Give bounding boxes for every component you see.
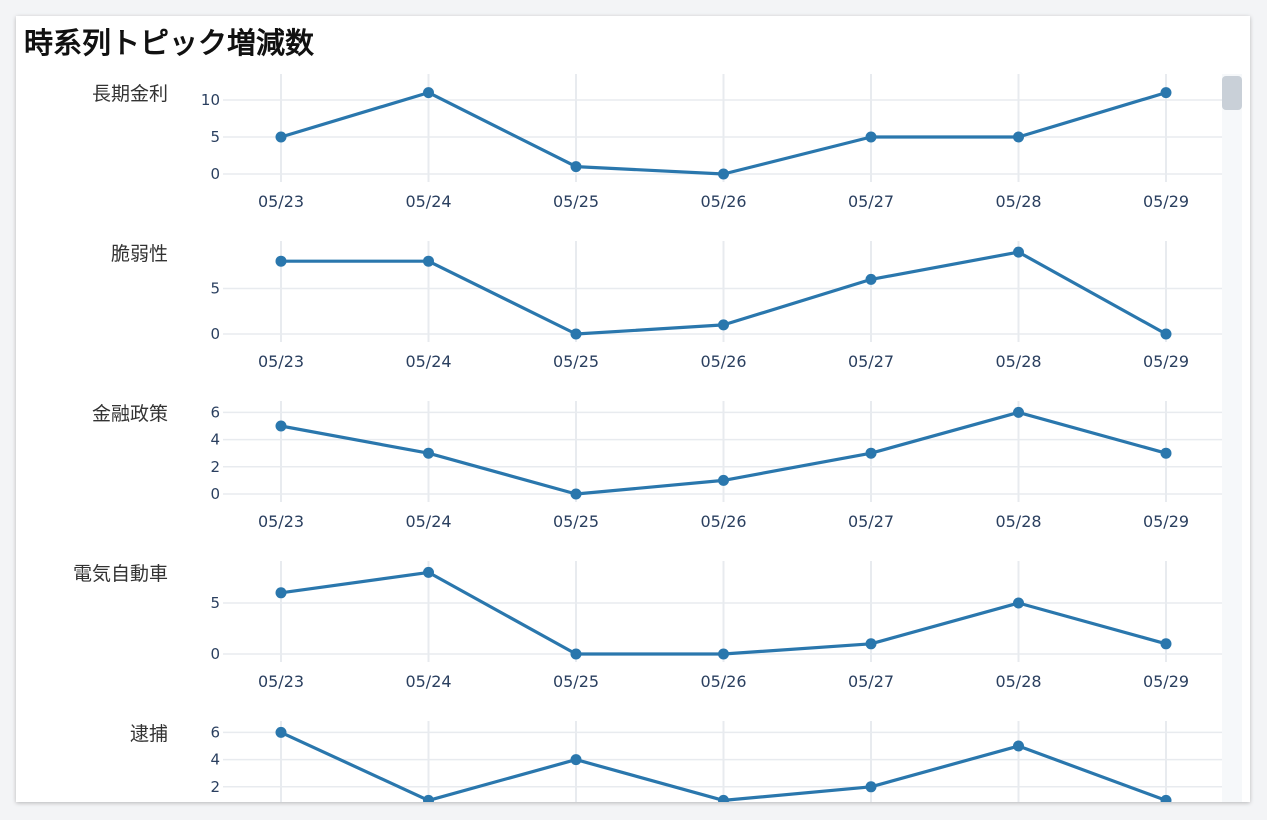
data-point [1160,638,1172,650]
x-tick-label: 05/29 [1143,192,1189,211]
topic-label: 長期金利 [92,83,168,105]
subchart-5: 2 4 6 逮捕 [130,721,1222,802]
y-tick-label: 0 [210,325,220,343]
x-tick-label: 05/28 [995,672,1041,691]
y-tick-label: 5 [210,594,220,612]
data-point [423,447,434,459]
y-tick-label: 4 [210,751,220,769]
y-tick-label: 6 [210,403,220,421]
data-point [275,131,287,143]
data-point [1013,597,1024,609]
x-tick-label: 05/23 [258,352,304,371]
data-point [570,488,582,500]
data-point [1160,794,1172,802]
x-tick-label: 05/27 [848,192,894,211]
data-point [570,754,582,766]
x-tick-label: 05/24 [405,352,451,371]
data-point [570,328,582,340]
data-point [423,255,434,267]
subchart-4: 0 5 電気自動車 05/23 05/24 05/25 05/26 05/27 05/28 05/… [73,561,1222,691]
data-point [275,726,287,738]
chart-panel: 時系列トピック増減数 0 5 10 長期金利 05/23 05/24 05/25 05/26 0… [16,16,1250,802]
data-point [865,273,877,285]
y-tick-label: 5 [210,128,220,146]
data-point [275,255,287,267]
x-tick-label: 05/25 [553,192,599,211]
x-tick-label: 05/29 [1143,672,1189,691]
data-point [423,87,434,99]
x-tick-label: 05/23 [258,512,304,531]
data-point [423,566,434,578]
x-tick-label: 05/28 [995,192,1041,211]
subchart-2: 0 5 脆弱性 05/23 05/24 05/25 05/26 05/27 05/28 05/29 [111,241,1222,371]
y-tick-label: 5 [210,280,220,298]
data-point [1013,406,1024,418]
x-tick-label: 05/28 [995,352,1041,371]
y-tick-label: 2 [210,778,220,796]
data-point [865,447,877,459]
data-point [423,794,434,802]
x-tick-label: 05/24 [405,512,451,531]
data-point [718,168,729,180]
data-point [1160,447,1172,459]
data-point [865,131,877,143]
topic-label: 脆弱性 [111,243,168,265]
x-tick-label: 05/28 [995,512,1041,531]
subchart-3: 0 2 4 6 金融政策 05/23 05/24 05/25 05/26 05/27 05/28 05… [92,401,1222,531]
data-point [1160,87,1172,99]
scrollbar-thumb[interactable] [1222,76,1242,110]
data-point [865,781,877,793]
x-tick-label: 05/26 [700,672,746,691]
x-tick-label: 05/26 [700,352,746,371]
data-point [1013,246,1024,258]
scrollbar-track[interactable] [1222,74,1242,802]
topic-label: 電気自動車 [73,563,168,585]
data-point [1013,740,1024,752]
x-tick-label: 05/23 [258,672,304,691]
data-point [1013,131,1024,143]
topic-label: 逮捕 [130,723,168,745]
data-point [570,648,582,660]
topic-label: 金融政策 [92,403,168,425]
x-tick-label: 05/29 [1143,352,1189,371]
data-point [718,648,729,660]
y-tick-label: 0 [210,165,220,183]
y-tick-label: 2 [210,458,220,476]
x-tick-label: 05/27 [848,512,894,531]
x-tick-label: 05/29 [1143,512,1189,531]
data-point [570,161,582,173]
x-tick-label: 05/25 [553,352,599,371]
data-point [1160,328,1172,340]
x-tick-label: 05/26 [700,512,746,531]
y-tick-label: 6 [210,723,220,741]
data-point [718,474,729,486]
x-tick-label: 05/27 [848,672,894,691]
x-tick-label: 05/27 [848,352,894,371]
x-tick-label: 05/25 [553,672,599,691]
y-tick-label: 4 [210,431,220,449]
data-point [275,420,287,432]
page-title: 時系列トピック増減数 [24,26,315,60]
data-point [718,319,729,331]
y-tick-label: 0 [210,645,220,663]
y-tick-label: 0 [210,485,220,503]
data-point [865,638,877,650]
x-tick-label: 05/24 [405,672,451,691]
x-tick-label: 05/25 [553,512,599,531]
data-point [718,794,729,802]
x-tick-label: 05/26 [700,192,746,211]
data-point [275,587,287,599]
x-tick-label: 05/23 [258,192,304,211]
y-tick-label: 10 [201,91,220,109]
x-tick-label: 05/24 [405,192,451,211]
subchart-1: 0 5 10 長期金利 05/23 05/24 05/25 05/26 05/27 05/28 05… [92,74,1222,211]
